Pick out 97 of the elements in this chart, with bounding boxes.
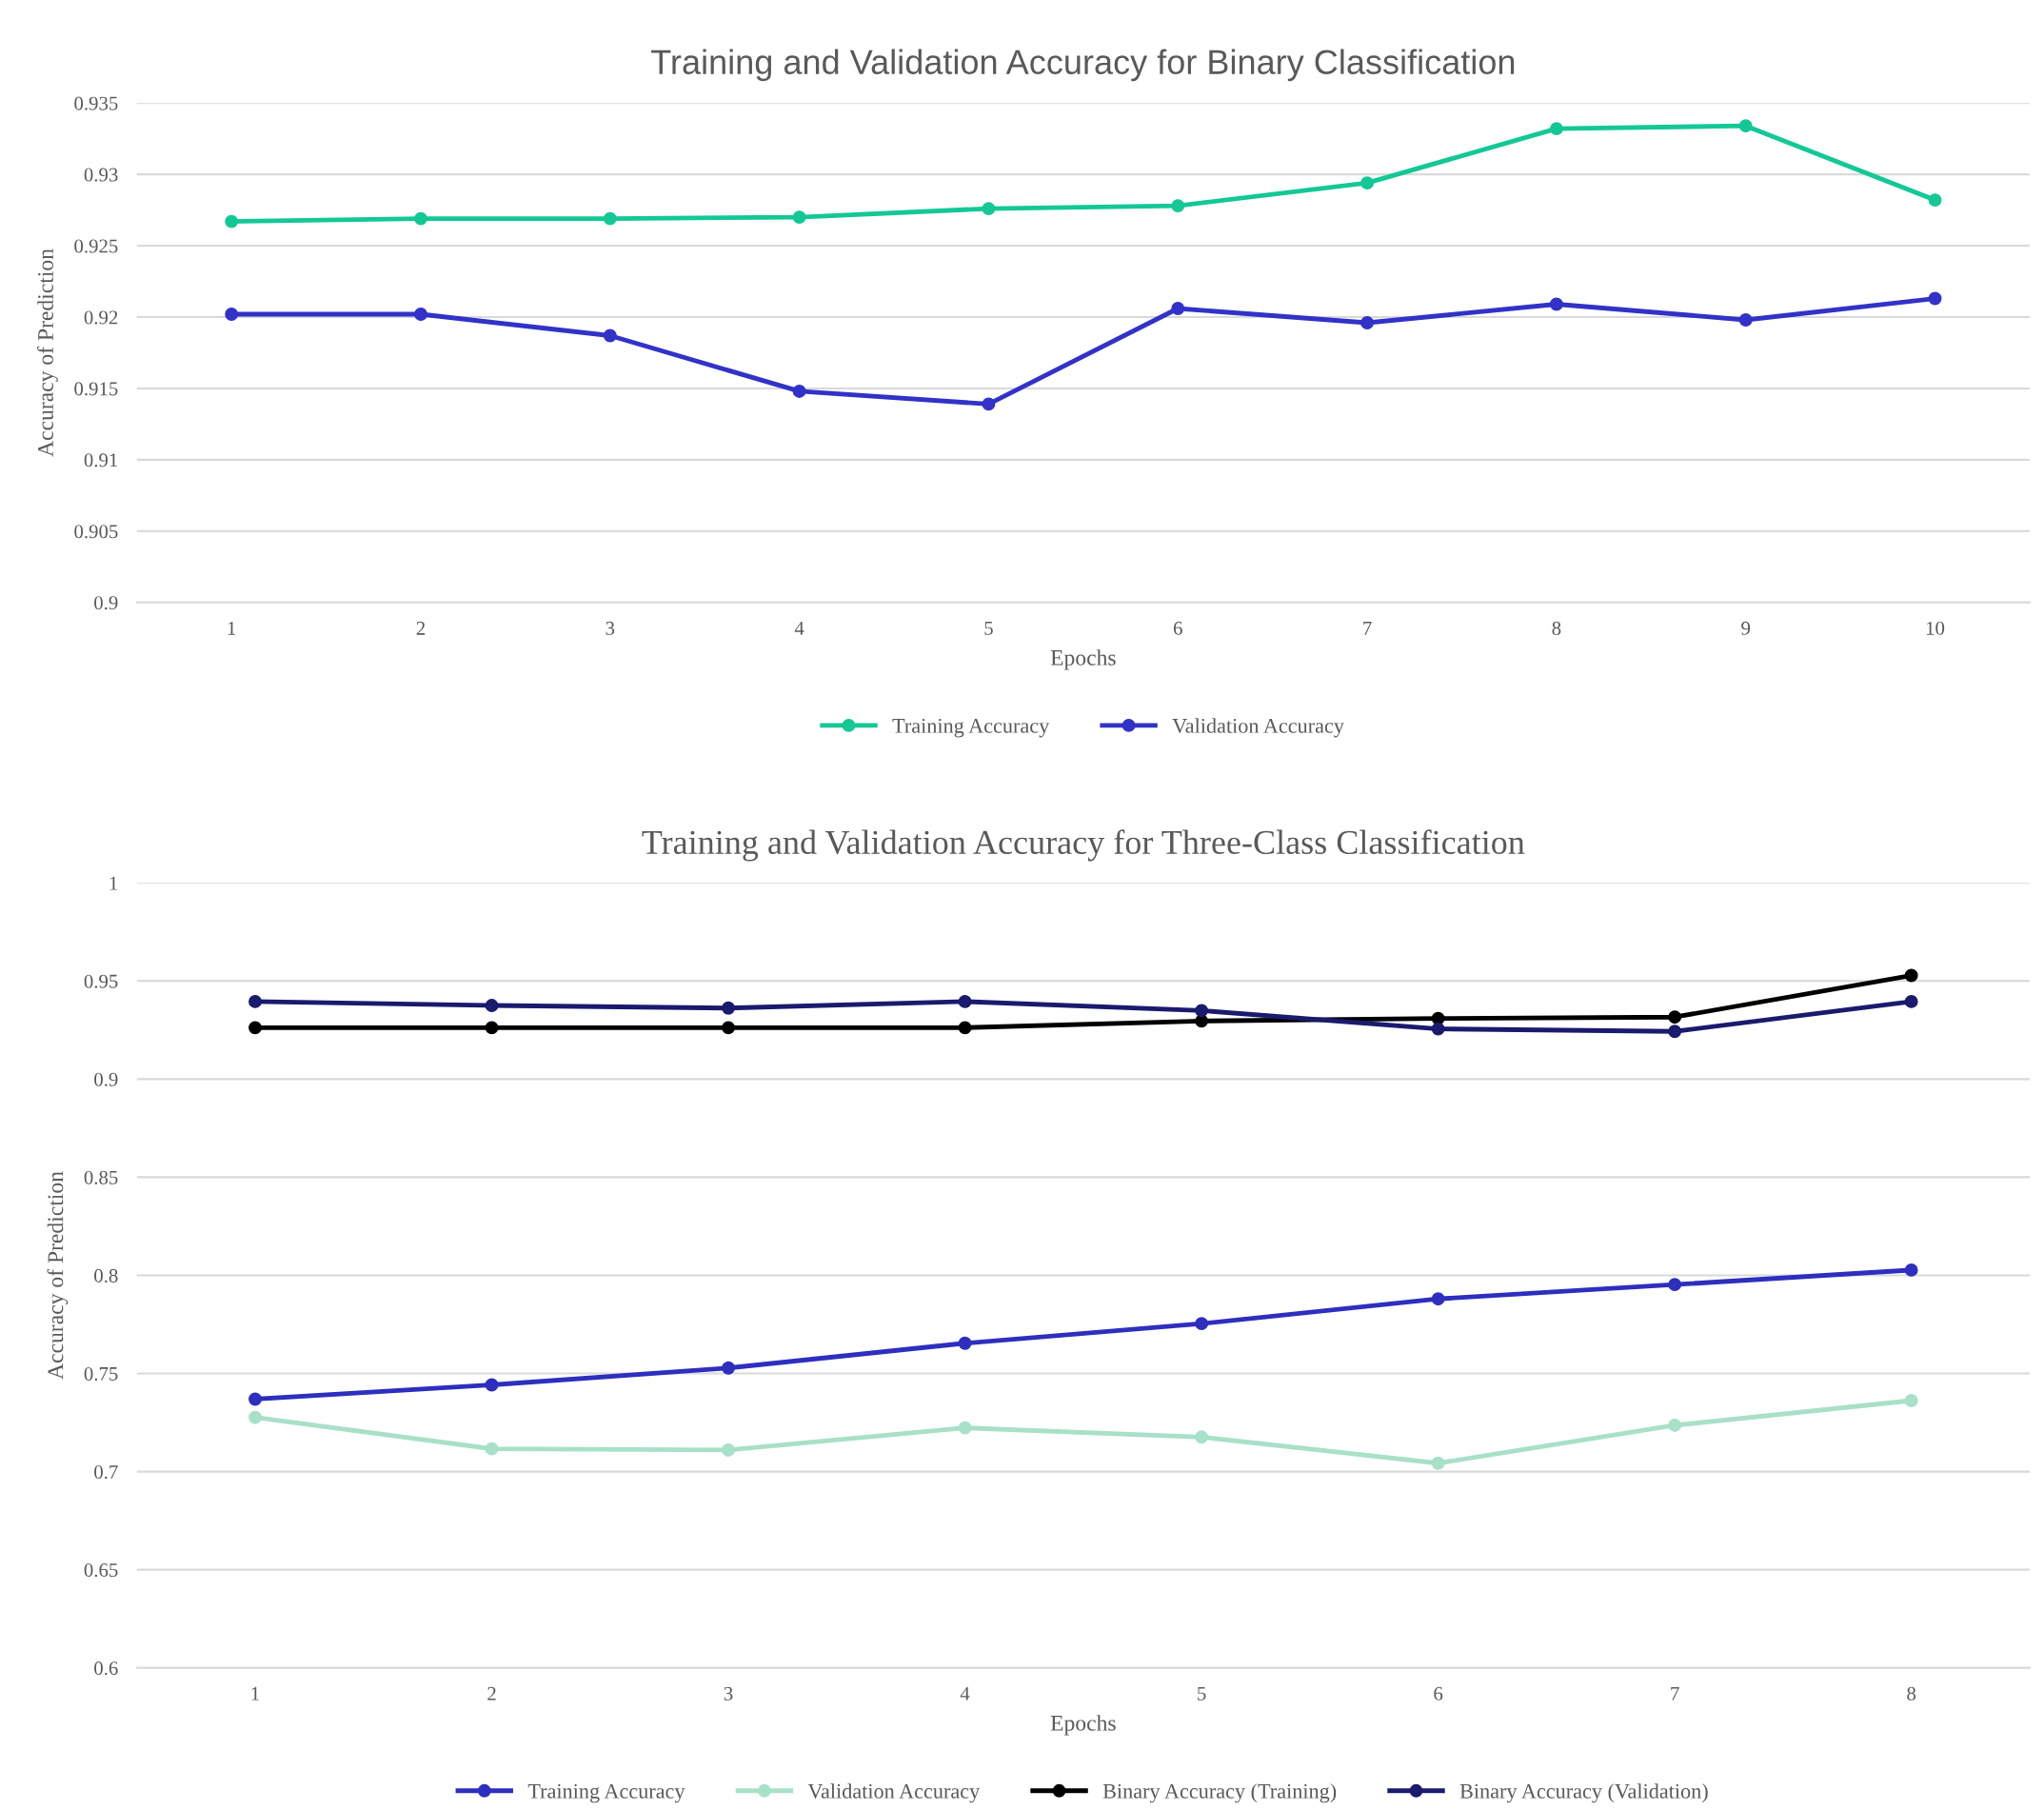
y-tick-label: 0.75 <box>84 1366 118 1382</box>
y-tick-label: 0.85 <box>84 1170 118 1184</box>
y-tick-label: 0.9 <box>94 596 118 610</box>
point <box>603 211 617 226</box>
point <box>485 1378 499 1392</box>
point <box>414 211 427 226</box>
point <box>1171 199 1185 213</box>
point <box>1549 122 1563 136</box>
point <box>485 1442 499 1456</box>
x-tick-label: 7 <box>1671 1686 1679 1701</box>
x-tick-label: 1 <box>251 1686 259 1701</box>
point <box>958 1421 972 1435</box>
y-tick-label: 0.8 <box>94 1268 118 1283</box>
point <box>792 384 806 398</box>
point <box>485 1021 499 1035</box>
y-tick-label: 0.915 <box>74 382 118 396</box>
point <box>722 1001 736 1015</box>
point <box>1360 176 1375 190</box>
x-tick-label: 7 <box>1363 622 1372 635</box>
point <box>1431 1292 1445 1306</box>
point <box>1431 1456 1445 1470</box>
point <box>1738 119 1753 133</box>
y-tick-label: 0.95 <box>84 974 118 988</box>
legend-label: Validation Accuracy <box>807 1783 981 1803</box>
point <box>1668 1278 1682 1292</box>
legend-label: Binary Accuracy (Validation) <box>1459 1783 1708 1803</box>
point <box>1738 313 1753 327</box>
x-tick-label: 2 <box>487 1686 496 1701</box>
x-tick-label: 2 <box>416 621 426 635</box>
point <box>1195 1430 1209 1444</box>
x-tick-label: 9 <box>1741 621 1751 635</box>
point <box>792 210 806 225</box>
y-tick-label: 0.935 <box>74 96 118 110</box>
chart-title: Training and Validation Accuracy for Three-Class Classification <box>642 829 1525 862</box>
y-tick-label: 1 <box>109 876 118 890</box>
point <box>225 308 239 321</box>
point <box>958 1021 972 1035</box>
legend-label: Binary Accuracy (Training) <box>1102 1783 1337 1803</box>
legend-label: Validation Accuracy <box>1172 718 1344 738</box>
point <box>1928 193 1942 208</box>
x-tick-label: 3 <box>605 621 615 635</box>
y-tick-label: 0.9 <box>94 1072 118 1086</box>
point <box>603 328 617 343</box>
point <box>722 1442 736 1457</box>
x-tick-label: 5 <box>1198 1686 1206 1701</box>
point <box>722 1361 736 1375</box>
chart-title: Training and Validation Accuracy for Binary Classification <box>651 49 1515 82</box>
point <box>1904 994 1918 1008</box>
x-tick-label: 3 <box>724 1686 733 1701</box>
x-tick-label: 6 <box>1173 621 1182 635</box>
point <box>248 1021 262 1035</box>
point <box>982 202 996 216</box>
x-tick-label: 8 <box>1552 621 1561 635</box>
point <box>982 397 996 411</box>
x-tick-label: 6 <box>1434 1686 1443 1701</box>
point <box>958 994 972 1008</box>
y-axis-title: Accuracy of Prediction <box>37 249 58 457</box>
x-tick-label: 4 <box>960 1686 970 1701</box>
point <box>1668 1024 1682 1039</box>
y-tick-label: 0.6 <box>94 1661 118 1676</box>
x-tick-label: 5 <box>984 622 993 635</box>
point <box>1904 1394 1918 1407</box>
x-axis-title: Epochs <box>1050 649 1116 670</box>
x-tick-label: 10 <box>1926 621 1945 635</box>
point <box>958 1336 972 1350</box>
point <box>1171 302 1185 315</box>
legend-label: Training Accuracy <box>527 1783 685 1803</box>
x-tick-label: 4 <box>794 621 804 635</box>
point <box>722 1021 736 1035</box>
point <box>1195 1004 1209 1018</box>
point <box>1431 1022 1445 1036</box>
x-axis-title: Epochs <box>1050 1715 1116 1736</box>
point <box>1195 1317 1209 1331</box>
y-tick-label: 0.905 <box>74 525 118 539</box>
point <box>1360 316 1375 329</box>
y-tick-label: 0.93 <box>84 168 118 182</box>
x-tick-label: 1 <box>228 621 236 635</box>
y-tick-label: 0.91 <box>84 453 118 467</box>
point <box>225 214 239 229</box>
y-axis-title: Accuracy of Prediction <box>47 1171 69 1380</box>
y-tick-label: 0.65 <box>84 1563 118 1578</box>
y-tick-label: 0.92 <box>84 310 118 325</box>
point <box>1928 291 1942 306</box>
point <box>1668 1418 1682 1432</box>
legend-label: Training Accuracy <box>892 718 1050 738</box>
y-tick-label: 0.7 <box>94 1464 118 1480</box>
point <box>1904 1263 1918 1277</box>
point <box>1668 1010 1682 1024</box>
point <box>414 308 427 321</box>
y-tick-label: 0.925 <box>74 239 118 253</box>
point <box>248 994 262 1008</box>
point <box>248 1392 262 1406</box>
x-tick-label: 8 <box>1907 1686 1916 1701</box>
point <box>1549 297 1563 311</box>
point <box>1904 968 1918 983</box>
point <box>248 1410 262 1424</box>
point <box>485 999 499 1012</box>
